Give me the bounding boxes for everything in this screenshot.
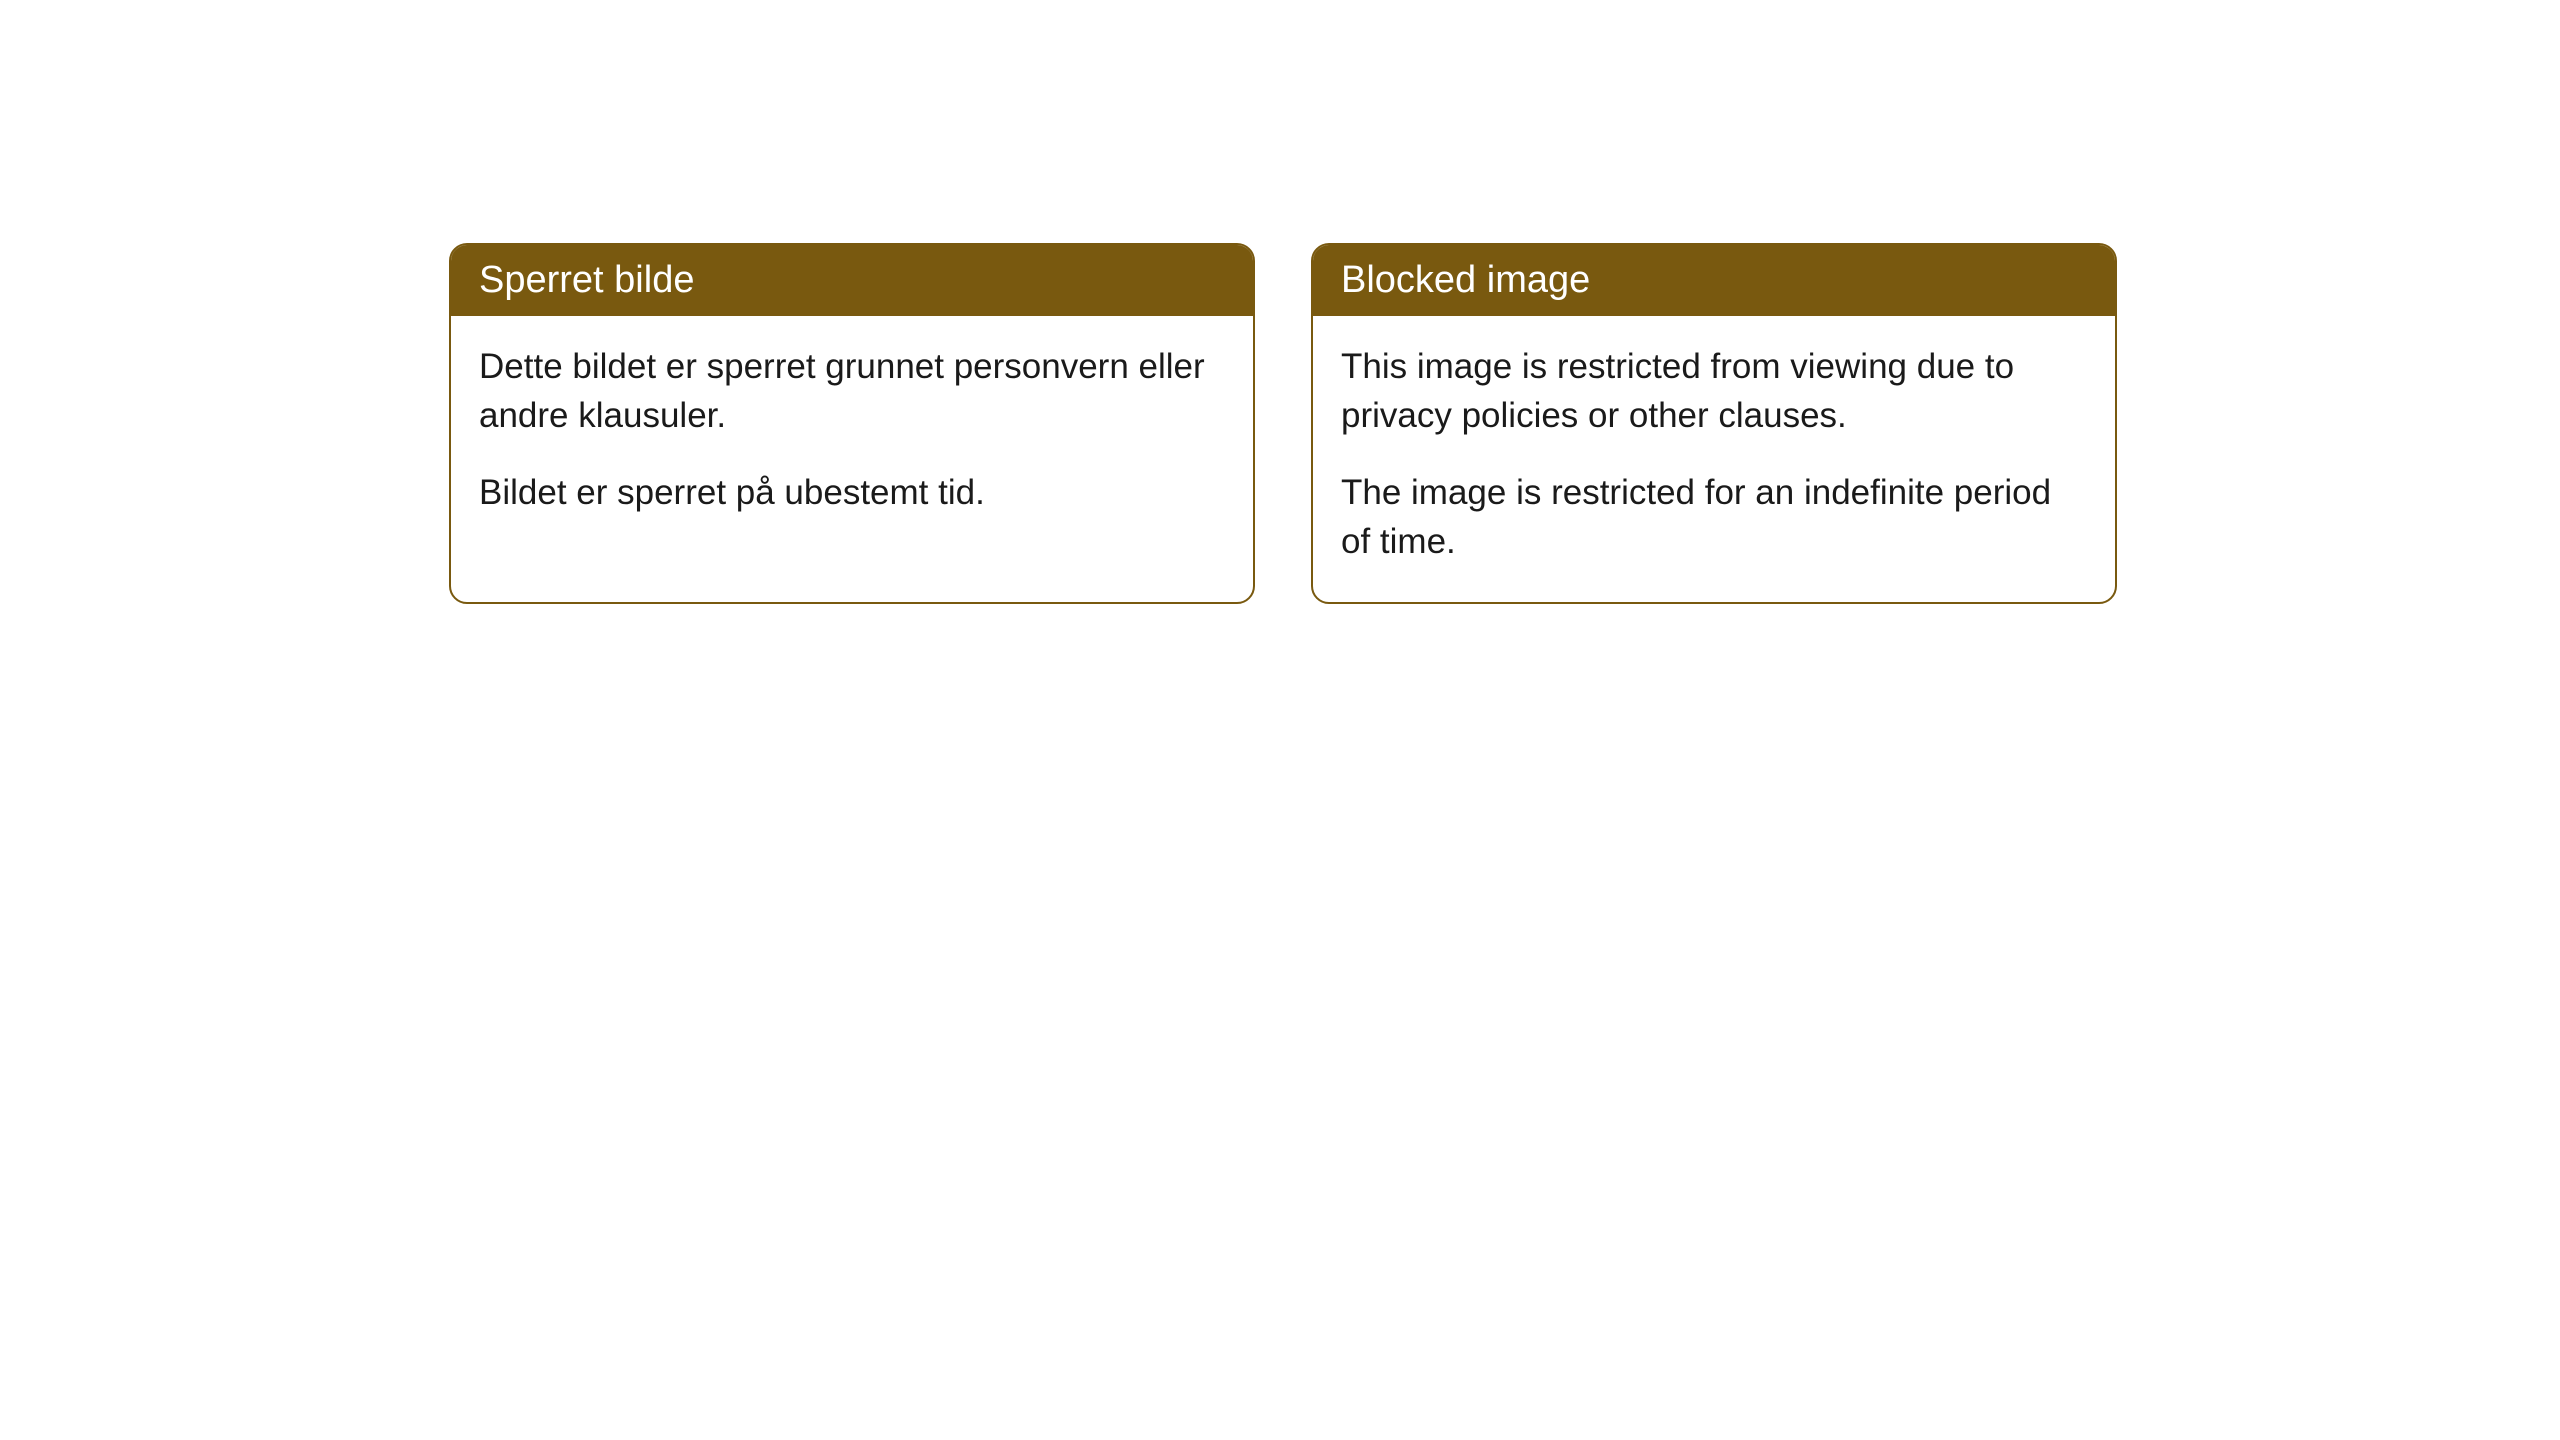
- card-english: Blocked image This image is restricted f…: [1311, 243, 2117, 604]
- card-body: This image is restricted from viewing du…: [1313, 316, 2115, 602]
- card-body: Dette bildet er sperret grunnet personve…: [451, 316, 1253, 553]
- card-paragraph: Bildet er sperret på ubestemt tid.: [479, 468, 1225, 517]
- card-paragraph: This image is restricted from viewing du…: [1341, 342, 2087, 440]
- card-norwegian: Sperret bilde Dette bildet er sperret gr…: [449, 243, 1255, 604]
- card-paragraph: Dette bildet er sperret grunnet personve…: [479, 342, 1225, 440]
- cards-container: Sperret bilde Dette bildet er sperret gr…: [449, 243, 2117, 604]
- card-header: Blocked image: [1313, 245, 2115, 316]
- card-header: Sperret bilde: [451, 245, 1253, 316]
- card-paragraph: The image is restricted for an indefinit…: [1341, 468, 2087, 566]
